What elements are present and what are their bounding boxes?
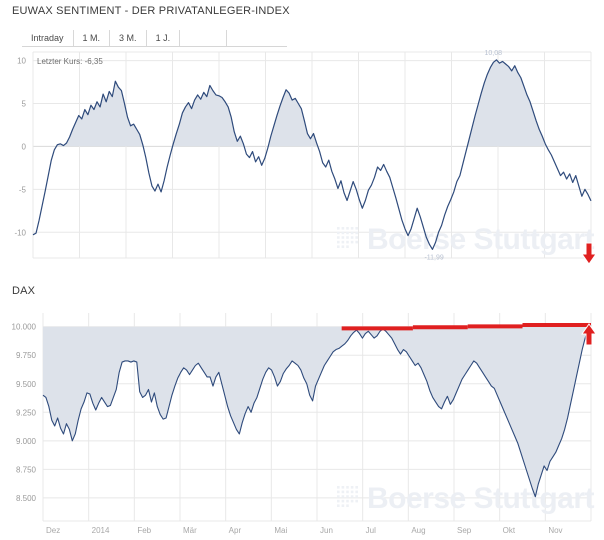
svg-text:Nov: Nov (548, 526, 562, 535)
svg-text:-10: -10 (14, 228, 26, 237)
svg-text:9.750: 9.750 (16, 351, 37, 360)
arrow-down-icon (581, 242, 597, 265)
svg-text:2014: 2014 (92, 526, 110, 535)
svg-text:-5: -5 (19, 185, 27, 194)
svg-text:Boerse Stuttgart: Boerse Stuttgart (367, 223, 595, 256)
svg-text:Jul: Jul (366, 526, 376, 535)
svg-text:Mai: Mai (274, 526, 287, 535)
svg-text:8.750: 8.750 (16, 465, 37, 474)
svg-text:Feb: Feb (137, 526, 151, 535)
dax-watermark: Boerse Stuttgart (337, 482, 595, 515)
sentiment-chart[interactable]: Boerse Stuttgart 10 5 0 -5 -10 Letzter Kurs:… (0, 46, 604, 266)
dax-x-axis-labels: Dez 2014 Feb Mär Apr Mai Jun Jul Aug Sep Okt Nov (46, 526, 563, 535)
svg-text:Mär: Mär (183, 526, 197, 535)
dax-chart[interactable]: Boerse Stuttgart 10.000 9.750 9.500 9.250 9.… (0, 305, 604, 540)
svg-text:9.250: 9.250 (16, 408, 37, 417)
tabbar-spacer-2 (227, 30, 288, 46)
timeframe-tabbar: Intraday 1 M. 3 M. 1 J. (22, 30, 288, 47)
svg-text:Apr: Apr (229, 526, 242, 535)
dax-chart-svg: Boerse Stuttgart 10.000 9.750 9.500 9.250 9.… (12, 313, 597, 535)
svg-text:Okt: Okt (503, 526, 516, 535)
arrow-up-icon (581, 323, 597, 346)
dax-section-label: DAX (12, 285, 36, 297)
svg-text:9.500: 9.500 (16, 380, 37, 389)
svg-text:Jun: Jun (320, 526, 333, 535)
tabbar-spacer-1 (180, 30, 228, 46)
svg-text:Dez: Dez (46, 526, 60, 535)
dax-y-axis-labels: 10.000 9.750 9.500 9.250 9.000 8.750 8.500 (12, 323, 37, 503)
svg-text:Sep: Sep (457, 526, 472, 535)
sentiment-y-axis-labels: 10 5 0 -5 -10 (14, 57, 26, 238)
svg-text:8.500: 8.500 (16, 494, 37, 503)
svg-text:0: 0 (22, 142, 27, 151)
dax-series (42, 325, 592, 498)
svg-text:10,08: 10,08 (484, 50, 502, 57)
page-title: EUWAX SENTIMENT - DER PRIVATANLEGER-INDE… (12, 5, 290, 17)
svg-text:Aug: Aug (411, 526, 425, 535)
sentiment-annotations: Letzter Kurs: -6,35 10,08 -11,99 (37, 50, 502, 261)
dax-resistance-line (341, 322, 591, 331)
svg-text:9.000: 9.000 (16, 437, 37, 446)
sentiment-chart-svg: Boerse Stuttgart 10 5 0 -5 -10 Letzter Kurs:… (14, 50, 597, 265)
sentiment-watermark: Boerse Stuttgart (337, 223, 595, 256)
tab-3-months[interactable]: 3 M. (110, 30, 147, 46)
svg-text:-11,99: -11,99 (424, 254, 443, 261)
svg-text:10: 10 (17, 57, 26, 66)
svg-text:Letzter Kurs: -6,35: Letzter Kurs: -6,35 (37, 57, 103, 66)
tab-intraday[interactable]: Intraday (22, 30, 74, 46)
tab-1-month[interactable]: 1 M. (73, 30, 111, 46)
svg-text:10.000: 10.000 (12, 323, 37, 332)
svg-text:5: 5 (22, 100, 27, 109)
dax-gridlines (42, 313, 592, 522)
tab-1-year[interactable]: 1 J. (146, 30, 181, 46)
svg-text:Boerse Stuttgart: Boerse Stuttgart (367, 482, 595, 515)
sentiment-series (32, 59, 592, 250)
